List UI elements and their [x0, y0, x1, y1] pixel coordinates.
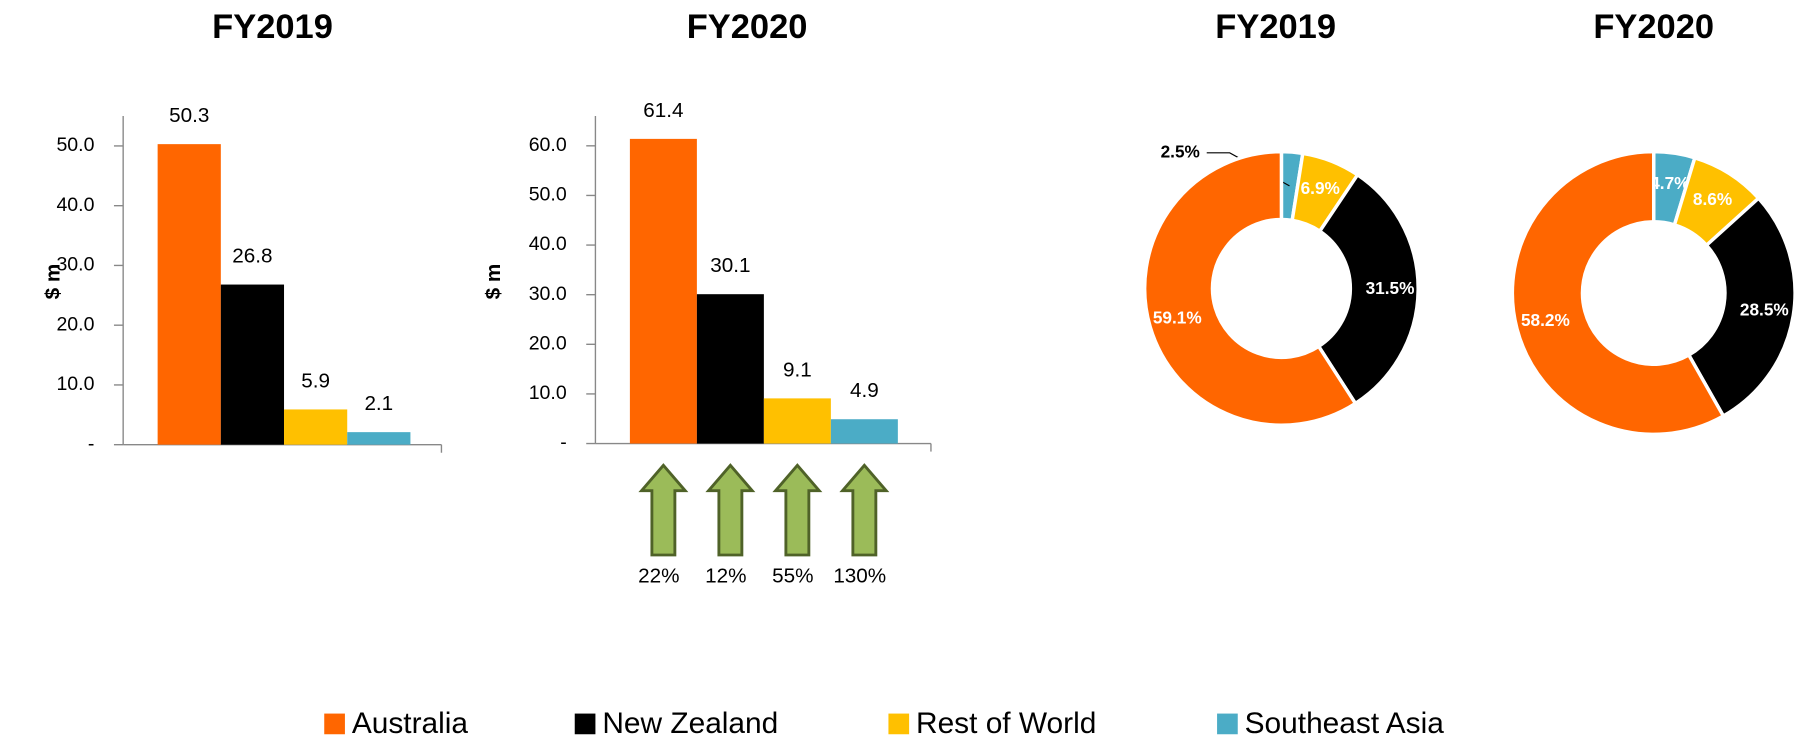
bar [696, 294, 764, 444]
bar [284, 409, 348, 445]
donut-slice [1510, 149, 1726, 436]
chart-title: FY2020 [687, 8, 808, 46]
y-tick-label: 20.0 [56, 313, 94, 335]
slice-label: 58.2% [1521, 310, 1570, 330]
slice-label: 8.6% [1693, 189, 1732, 209]
data-label: 30.1 [710, 254, 750, 277]
bar [763, 398, 831, 444]
slice-label: 28.5% [1740, 299, 1789, 319]
slice-label: 31.5% [1366, 278, 1415, 298]
y-axis-label: $ m [482, 264, 505, 300]
legend-text: Rest of World [916, 707, 1096, 740]
data-label: 9.1 [783, 358, 812, 381]
data-label: 4.9 [850, 379, 879, 402]
y-tick-label: 60.0 [529, 134, 567, 156]
bar [157, 144, 221, 445]
legend-text: Australia [352, 707, 469, 740]
growth-label: 12% [705, 564, 746, 587]
y-tick-label: - [88, 433, 95, 455]
slice-label: 2.5% [1161, 141, 1200, 161]
chart-title: FY2019 [1215, 8, 1336, 46]
growth-arrow [839, 463, 890, 557]
y-tick-label: 10.0 [56, 373, 94, 395]
growth-label: 130% [833, 564, 886, 587]
bar [220, 284, 285, 445]
growth-arrow [772, 463, 823, 557]
growth-label: 22% [638, 564, 679, 587]
y-tick-label: 10.0 [529, 382, 567, 404]
data-label: 2.1 [364, 392, 393, 415]
legend-text: New Zealand [602, 707, 778, 740]
legend-swatch [574, 713, 596, 735]
legend-swatch [1217, 713, 1238, 735]
data-label: 26.8 [232, 244, 272, 267]
growth-label: 55% [772, 564, 813, 587]
donut-slice [1686, 195, 1797, 419]
chart-title: FY2019 [212, 8, 333, 46]
data-label: 5.9 [301, 369, 330, 392]
y-tick-label: 30.0 [56, 254, 94, 276]
data-label: 50.3 [169, 104, 209, 127]
slice-label: 6.9% [1301, 178, 1340, 198]
donut-slice [1316, 172, 1420, 406]
legend-swatch [888, 713, 910, 735]
y-tick-label: - [560, 432, 567, 454]
y-tick-label: 20.0 [529, 332, 567, 354]
bar [629, 138, 697, 444]
y-axis-label: $ m [42, 264, 65, 300]
y-tick-label: 40.0 [56, 194, 94, 216]
legend-text: Southeast Asia [1245, 707, 1445, 740]
donut-slice [1143, 149, 1358, 427]
slice-label: 4.7% [1650, 173, 1689, 193]
bar [830, 419, 898, 444]
bar [347, 432, 411, 445]
y-tick-label: 50.0 [529, 184, 567, 206]
chart-title: FY2020 [1593, 8, 1714, 46]
y-tick-label: 30.0 [529, 283, 567, 305]
data-label: 61.4 [643, 99, 683, 122]
growth-arrow [705, 463, 756, 557]
y-tick-label: 40.0 [529, 233, 567, 255]
y-tick-label: 50.0 [56, 134, 94, 156]
legend-swatch [324, 713, 345, 735]
growth-arrow [638, 463, 689, 557]
slice-label: 59.1% [1153, 308, 1202, 328]
